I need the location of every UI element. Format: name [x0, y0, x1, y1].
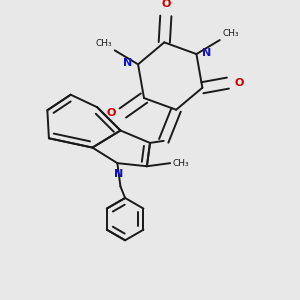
- Text: N: N: [202, 47, 211, 58]
- Text: N: N: [123, 58, 133, 68]
- Text: CH₃: CH₃: [222, 28, 239, 38]
- Text: CH₃: CH₃: [96, 39, 112, 48]
- Text: O: O: [106, 108, 116, 118]
- Text: CH₃: CH₃: [173, 159, 189, 168]
- Text: O: O: [161, 0, 170, 9]
- Text: O: O: [235, 78, 244, 88]
- Text: N: N: [114, 169, 124, 179]
